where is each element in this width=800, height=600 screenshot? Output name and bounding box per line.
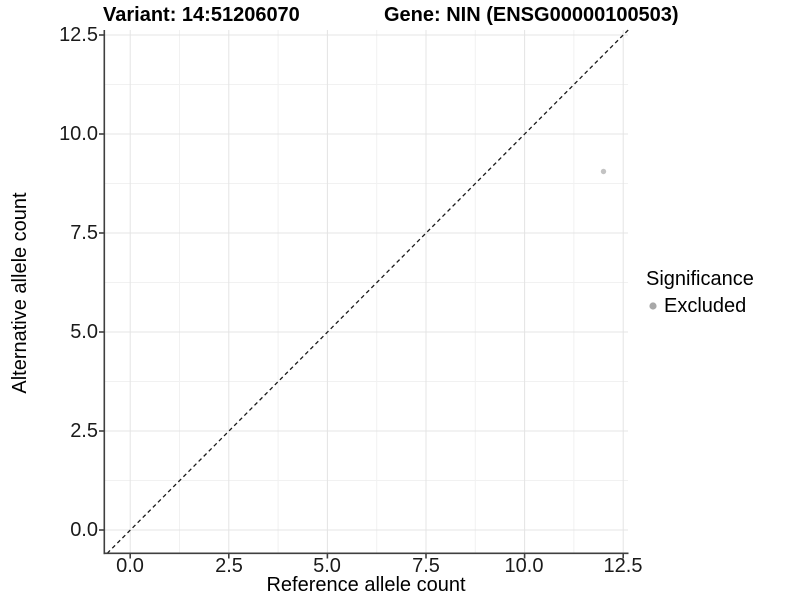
plot-title-gene: Gene: NIN (ENSG00000100503) <box>384 4 679 26</box>
tick-marks <box>99 34 625 559</box>
y-tick-label: 5.0 <box>70 321 98 343</box>
legend-item-excluded: Excluded <box>646 293 754 319</box>
y-tick-label: 12.5 <box>59 24 98 46</box>
data-point-excluded <box>600 168 607 175</box>
y-tick-label: 0.0 <box>70 519 98 541</box>
y-axis-title: Alternative allele count <box>9 192 31 394</box>
plot-title-variant: Variant: 14:51206070 <box>103 4 300 26</box>
x-tick-label: 5.0 <box>313 555 341 577</box>
x-tick-label: 0.0 <box>116 555 144 577</box>
y-tick-label: 2.5 <box>70 420 98 442</box>
x-tick-label: 10.0 <box>504 555 544 577</box>
x-axis-title: Reference allele count <box>266 574 466 596</box>
legend-title: Significance <box>646 268 754 290</box>
gridlines-major <box>104 30 628 553</box>
x-tick-label: 2.5 <box>215 555 243 577</box>
legend: Significance Excluded <box>646 266 754 319</box>
x-tick-label: 12.5 <box>603 555 643 577</box>
legend-key-dot-icon <box>649 302 657 310</box>
axis-lines <box>103 30 629 555</box>
legend-item-label: Excluded <box>664 295 747 317</box>
identity-reference-line <box>106 29 629 554</box>
x-tick-label: 7.5 <box>412 555 440 577</box>
y-tick-label: 10.0 <box>59 123 98 145</box>
y-tick-label: 7.5 <box>70 222 98 244</box>
gridlines-minor <box>104 30 628 553</box>
